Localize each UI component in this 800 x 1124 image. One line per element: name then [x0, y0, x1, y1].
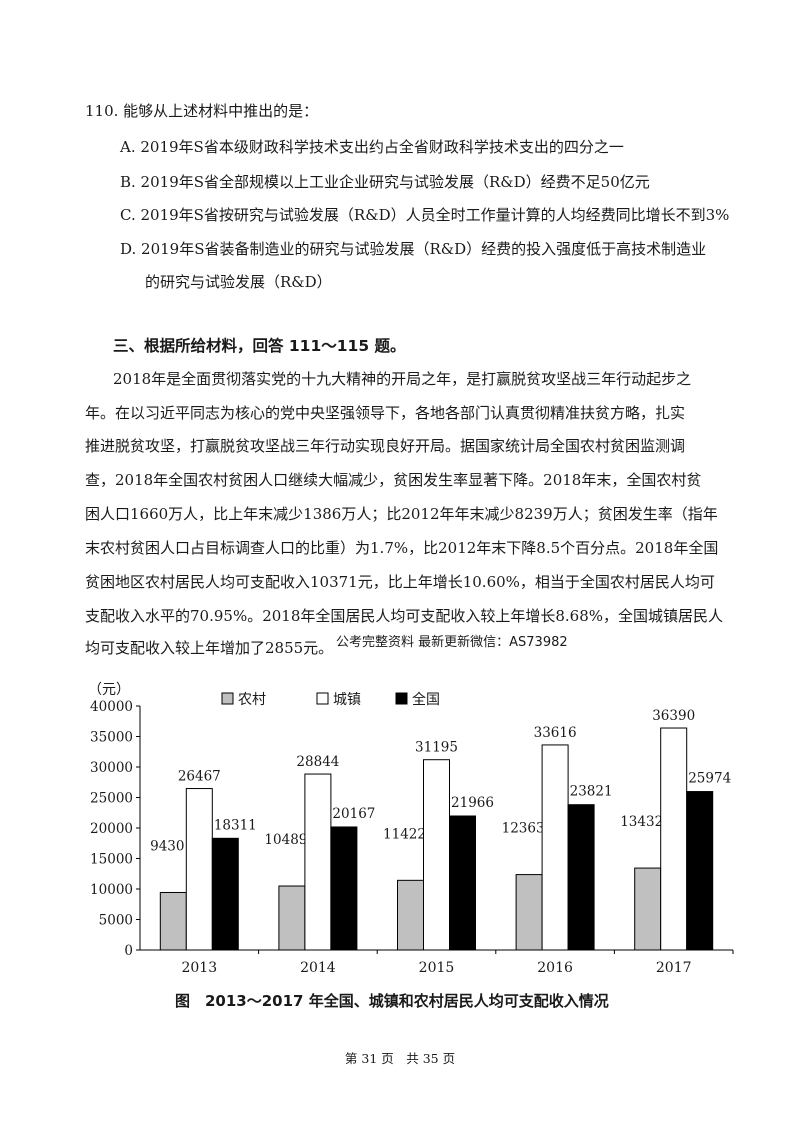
x-tick-label: 2016: [537, 960, 573, 976]
bar-农村: [515, 874, 543, 951]
legend-swatch: [221, 692, 234, 705]
bar-城镇: [660, 727, 688, 951]
paragraph-line: 查，2018年全国农村贫困人口继续大幅减少，贫困发生率显著下降。2018年末，全…: [85, 471, 702, 489]
data-label: 26467: [178, 769, 221, 785]
legend-swatch: [395, 692, 408, 705]
data-label: 23821: [570, 784, 613, 800]
data-label: 13432: [620, 814, 663, 830]
option-d-line2: 的研究与试验发展（R&D）: [145, 273, 332, 291]
data-label: 21966: [451, 795, 494, 811]
bar-全国: [330, 826, 358, 951]
option-a: A. 2019年S省本级财政科学技术支出约占全省财政科学技术支出的四分之一: [120, 138, 624, 156]
y-tick-label: 40000: [90, 699, 133, 715]
data-label: 33616: [534, 725, 577, 741]
paragraph-line: 支配收入水平的70.95%。2018年全国居民人均可支配收入较上年增长8.68%…: [85, 607, 724, 625]
data-label: 9430: [150, 838, 184, 854]
y-tick-label: 5000: [99, 913, 133, 929]
bar-农村: [397, 879, 424, 951]
x-tick-label: 2017: [656, 960, 692, 976]
legend-label: 全国: [412, 691, 440, 708]
data-label: 31195: [415, 740, 458, 756]
paragraph-line: 困人口1660万人，比上年末减少1386万人；比2012年年末减少8239万人；…: [85, 505, 718, 523]
x-tick-label: 2015: [419, 960, 455, 976]
x-tick-label: 2013: [181, 960, 217, 976]
legend-label: 城镇: [333, 692, 361, 708]
option-d-line1: D. 2019年S省装备制造业的研究与试验发展（R&D）经费的投入强度低于高技术…: [120, 240, 707, 258]
data-label: 25974: [688, 771, 731, 787]
bar-农村: [634, 867, 662, 951]
data-label: 11422: [383, 826, 426, 842]
bar-农村: [159, 891, 187, 951]
y-tick-label: 30000: [90, 760, 133, 776]
bar-城镇: [304, 773, 332, 951]
y-tick-label: 20000: [90, 821, 133, 837]
data-label: 28844: [296, 754, 339, 770]
data-label: 20167: [332, 806, 375, 822]
bar-全国: [211, 837, 239, 951]
paragraph-line: 末农村贫困人口占目标调查人口的比重）为1.7%，比2012年末下降8.5个百分点…: [85, 539, 719, 557]
data-label: 10489: [264, 832, 307, 848]
bar-全国: [686, 791, 714, 951]
question-stem: 110. 能够从上述材料中推出的是：: [85, 102, 319, 120]
bar-农村: [278, 885, 306, 951]
data-label: 12363: [502, 821, 545, 837]
legend-swatch: [316, 692, 329, 705]
bar-全国: [567, 804, 595, 951]
bar-城镇: [185, 788, 213, 951]
income-bar-chart: 0 5000 10000 15000 20000 25000 30000 35000 40000…: [88, 682, 734, 976]
option-c: C. 2019年S省按研究与试验发展（R&D）人员全时工作量计算的人均经费同比增…: [120, 206, 730, 224]
y-axis-unit-label: （元）: [88, 682, 130, 698]
y-tick-label: 35000: [90, 730, 133, 746]
paragraph-line: 2018年是全面贯彻落实党的十九大精神的开局之年，是打赢脱贫攻坚战三年行动起步之: [113, 370, 692, 388]
paragraph-line: 贫困地区农村居民人均可支配收入10371元，比上年增长10.60%，相当于全国农…: [85, 573, 715, 591]
paragraph-line: 均可支配收入较上年增加了2855元。: [85, 639, 334, 657]
bar-全国: [449, 815, 476, 951]
y-tick-label: 10000: [90, 882, 133, 898]
option-b: B. 2019年S省全部规模以上工业企业研究与试验发展（R&D）经费不足50亿元: [120, 173, 650, 191]
page-footer: 第 31 页 共 35 页: [344, 1051, 456, 1066]
paragraph-line: 年。在以习近平同志为核心的党中央坚强领导下，各地各部门认真贯彻精准扶贫方略，扎实: [85, 404, 686, 422]
x-tick-label: 2014: [300, 960, 336, 976]
y-tick-label: 15000: [90, 852, 133, 868]
figure-caption: 图 2013～2017 年全国、城镇和农村居民人均可支配收入情况: [175, 992, 609, 1010]
bar-城镇: [541, 744, 569, 951]
y-tick-label: 0: [124, 943, 133, 959]
data-label: 36390: [652, 708, 695, 724]
y-tick-label: 25000: [90, 791, 133, 807]
legend-label: 农村: [238, 692, 266, 708]
paragraph-line: 推进脱贫攻坚，打赢脱贫攻坚战三年行动实现良好开局。据国家统计局全国农村贫困监测调: [85, 437, 686, 455]
bar-城镇: [423, 759, 450, 951]
watermark-text: 公考完整资料 最新更新微信：AS73982: [336, 635, 568, 650]
section-title: 三、根据所给材料，回答 111～115 题。: [113, 337, 406, 355]
data-label: 18311: [214, 817, 257, 833]
